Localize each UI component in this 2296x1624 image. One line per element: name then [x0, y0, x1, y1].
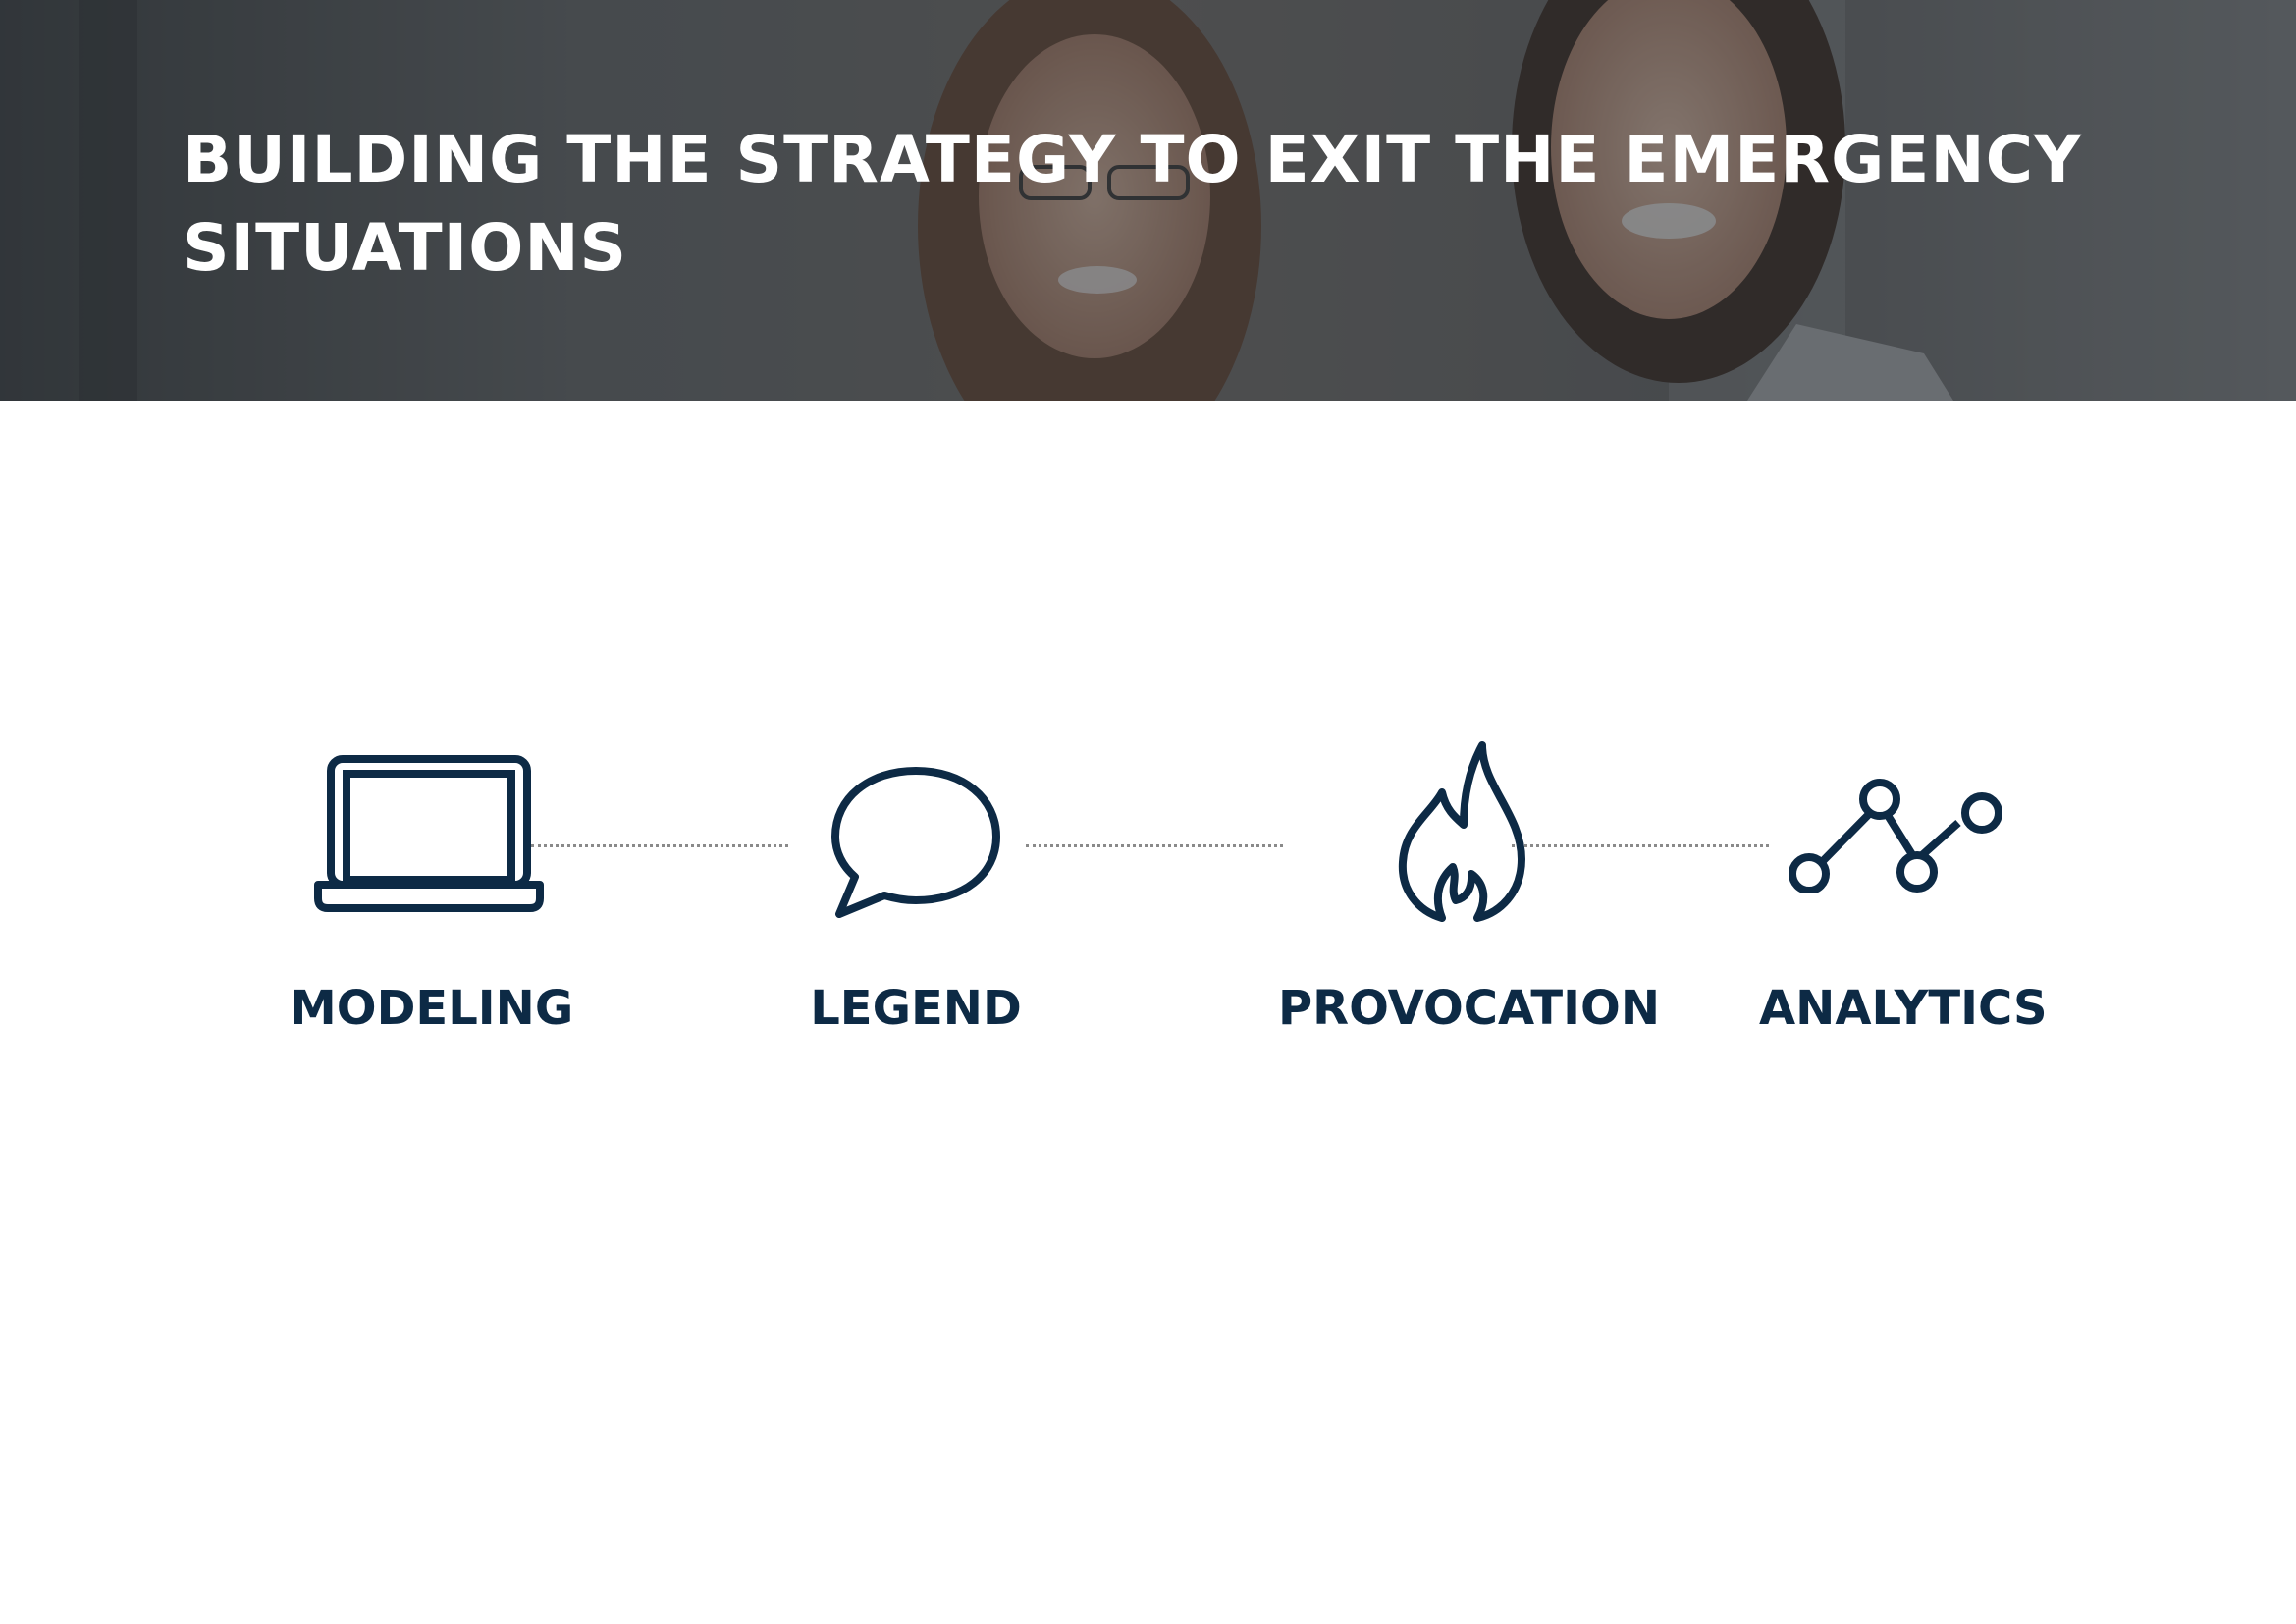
connector-3: [1512, 844, 1769, 847]
header-banner: BUILDING THE STRATEGY TO EXIT THE EMERGE…: [0, 0, 2296, 401]
flame-icon: [1342, 731, 1597, 928]
title-line-2: SITUATIONS: [183, 210, 628, 286]
title-line-1: BUILDING THE STRATEGY TO EXIT THE EMERGE…: [183, 122, 2082, 197]
laptop-icon: [304, 731, 560, 928]
step-label-legend: LEGEND: [810, 981, 1022, 1036]
step-analytics: ANALYTICS: [1759, 731, 2048, 1038]
page-title: BUILDING THE STRATEGY TO EXIT THE EMERGE…: [183, 116, 2082, 293]
step-legend: LEGEND: [788, 731, 1043, 1038]
line-chart-icon: [1776, 731, 2031, 928]
step-provocation: PROVOCATION: [1278, 731, 1660, 1038]
speech-bubble-icon: [788, 731, 1043, 928]
connector-2: [1026, 844, 1283, 847]
step-label-modeling: MODELING: [290, 981, 574, 1036]
connector-1: [531, 844, 788, 847]
step-label-analytics: ANALYTICS: [1759, 981, 2048, 1036]
step-modeling: MODELING: [290, 731, 573, 1038]
step-label-provocation: PROVOCATION: [1278, 981, 1660, 1036]
banner-overlay: [0, 0, 2296, 401]
